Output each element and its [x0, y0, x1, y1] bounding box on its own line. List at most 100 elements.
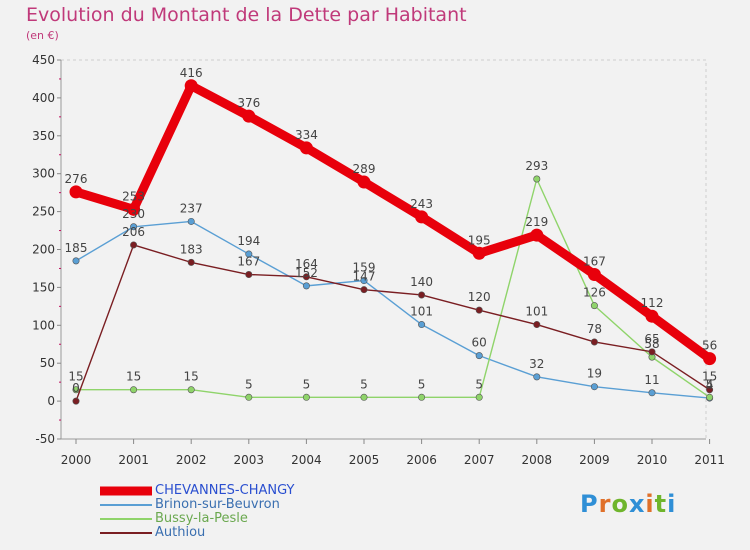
- series-1-point-0: [72, 257, 80, 265]
- series-2-data-label-4: 5: [303, 377, 311, 391]
- series-3-point-7: [475, 306, 483, 314]
- series-3-data-label-6: 140: [410, 275, 433, 289]
- series-2-data-label-0: 15: [68, 370, 83, 384]
- series-3-point-8: [533, 321, 541, 329]
- x-tick-label-3: 2003: [234, 453, 265, 467]
- series-0-point-10: [645, 309, 659, 323]
- legend-swatch-series-0: [100, 486, 152, 496]
- series-line-3: [75, 244, 711, 402]
- series-0-data-label-11: 56: [702, 339, 717, 353]
- series-3-point-5: [360, 286, 368, 294]
- proxiti-logo-letter-4: i: [645, 490, 655, 518]
- series-3-data-label-7: 120: [468, 290, 491, 304]
- series-0-data-label-1: 253: [122, 189, 145, 203]
- series-0-point-11: [703, 352, 717, 366]
- series-0-point-5: [357, 175, 371, 189]
- series-3-data-label-0: 0: [72, 381, 80, 395]
- series-0-point-8: [530, 228, 544, 242]
- y-tick-label-5: 200: [32, 243, 55, 257]
- series-0-point-6: [415, 210, 429, 224]
- series-3-data-label-9: 78: [587, 322, 602, 336]
- series-1-point-9: [590, 383, 598, 391]
- series-0-point-3: [242, 109, 256, 123]
- x-tick-label-4: 2004: [291, 453, 322, 467]
- plot-frame: [60, 59, 707, 440]
- series-0-data-label-2: 416: [180, 66, 203, 80]
- series-2-data-label-9: 126: [583, 286, 606, 300]
- series-1-data-label-1: 230: [122, 207, 145, 221]
- series-2-data-label-10: 58: [644, 337, 659, 351]
- x-tick-label-1: 2001: [118, 453, 149, 467]
- series-0-point-2: [184, 79, 198, 93]
- series-0-data-label-6: 243: [410, 197, 433, 211]
- series-1-data-label-5: 159: [353, 261, 376, 275]
- series-2-data-label-6: 5: [418, 377, 426, 391]
- series-1-point-2: [187, 217, 195, 225]
- series-2-point-7: [475, 393, 483, 401]
- series-3-point-0: [72, 397, 80, 405]
- proxiti-logo-letter-5: t: [654, 490, 668, 518]
- series-1-data-label-7: 60: [472, 336, 487, 350]
- proxiti-logo-letter-2: o: [611, 490, 629, 518]
- y-tick-label-7: 300: [32, 167, 55, 181]
- series-1-data-label-9: 19: [587, 367, 602, 381]
- series-3-data-label-10: 65: [644, 332, 659, 346]
- series-0-point-0: [69, 185, 83, 199]
- series-1-data-label-4: 152: [295, 266, 318, 280]
- series-1-data-label-11: 4: [706, 378, 714, 392]
- y-tick-label-10: 450: [32, 53, 55, 67]
- series-1-data-label-0: 185: [65, 241, 88, 255]
- series-1-point-10: [648, 389, 656, 397]
- series-1-point-8: [533, 373, 541, 381]
- legend-swatch-series-1: [100, 504, 152, 506]
- series-2-data-label-7: 5: [475, 377, 483, 391]
- series-1-data-label-10: 11: [644, 373, 659, 387]
- series-0-data-label-4: 334: [295, 128, 318, 142]
- proxiti-logo-letter-0: P: [580, 490, 599, 518]
- x-tick-label-7: 2007: [464, 453, 495, 467]
- chart-unit-label: (en €): [26, 29, 59, 42]
- series-2-data-label-8: 293: [525, 159, 548, 173]
- x-tick-label-10: 2010: [637, 453, 668, 467]
- series-3-data-label-8: 101: [525, 305, 548, 319]
- series-0-point-1: [127, 202, 141, 216]
- series-1-point-5: [360, 277, 368, 285]
- series-2-point-5: [360, 393, 368, 401]
- proxiti-logo-letter-6: i: [667, 490, 677, 518]
- series-0-data-label-10: 112: [641, 296, 664, 310]
- series-2-point-2: [187, 386, 195, 394]
- series-3-data-label-11: 15: [702, 370, 717, 384]
- series-0-point-9: [587, 268, 601, 282]
- series-2-point-1: [130, 386, 138, 394]
- y-tick-label-8: 350: [32, 129, 55, 143]
- x-tick-label-9: 2009: [579, 453, 610, 467]
- series-3-data-label-4: 164: [295, 257, 318, 271]
- x-tick-label-0: 2000: [61, 453, 92, 467]
- series-1-point-7: [475, 352, 483, 360]
- series-2-point-0: [72, 386, 80, 394]
- y-tick-label-0: -50: [35, 432, 55, 446]
- x-tick-label-6: 2006: [406, 453, 437, 467]
- y-tick-label-1: 0: [47, 394, 55, 408]
- y-tick-label-3: 100: [32, 318, 55, 332]
- series-3-data-label-1: 206: [122, 225, 145, 239]
- series-1-data-label-2: 237: [180, 201, 203, 215]
- series-2-data-label-2: 15: [184, 370, 199, 384]
- series-3-point-4: [302, 273, 310, 281]
- legend-swatch-series-2: [100, 518, 152, 520]
- y-tick-label-4: 150: [32, 280, 55, 294]
- series-0-data-label-7: 195: [468, 233, 491, 247]
- series-3-point-11: [706, 386, 714, 394]
- series-1-point-1: [130, 223, 138, 231]
- series-line-0: [71, 81, 715, 364]
- series-1-data-label-3: 194: [237, 234, 260, 248]
- series-3-data-label-2: 183: [180, 242, 203, 256]
- legend-label-series-2: Bussy-la-Pesle: [155, 511, 248, 526]
- legend-label-series-0: CHEVANNES-CHANGY: [155, 483, 295, 498]
- legend-swatch-series-3: [100, 532, 152, 534]
- series-2-point-9: [590, 302, 598, 310]
- series-2-point-11: [706, 393, 714, 401]
- proxiti-logo-letter-3: x: [628, 490, 646, 518]
- proxiti-logo-letter-1: r: [598, 490, 612, 518]
